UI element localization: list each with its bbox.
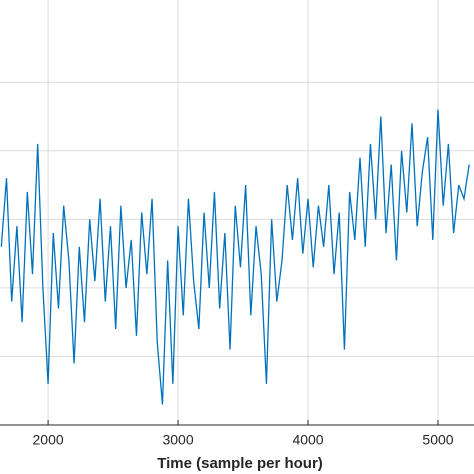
x-tick-label: 3000 [162, 432, 193, 448]
x-axis-label: Time (sample per hour) [157, 455, 323, 472]
x-tick-label: 2000 [33, 432, 64, 448]
x-tick-label: 4000 [292, 432, 323, 448]
data-line [0, 109, 470, 405]
x-tick-label: 5000 [422, 432, 453, 448]
